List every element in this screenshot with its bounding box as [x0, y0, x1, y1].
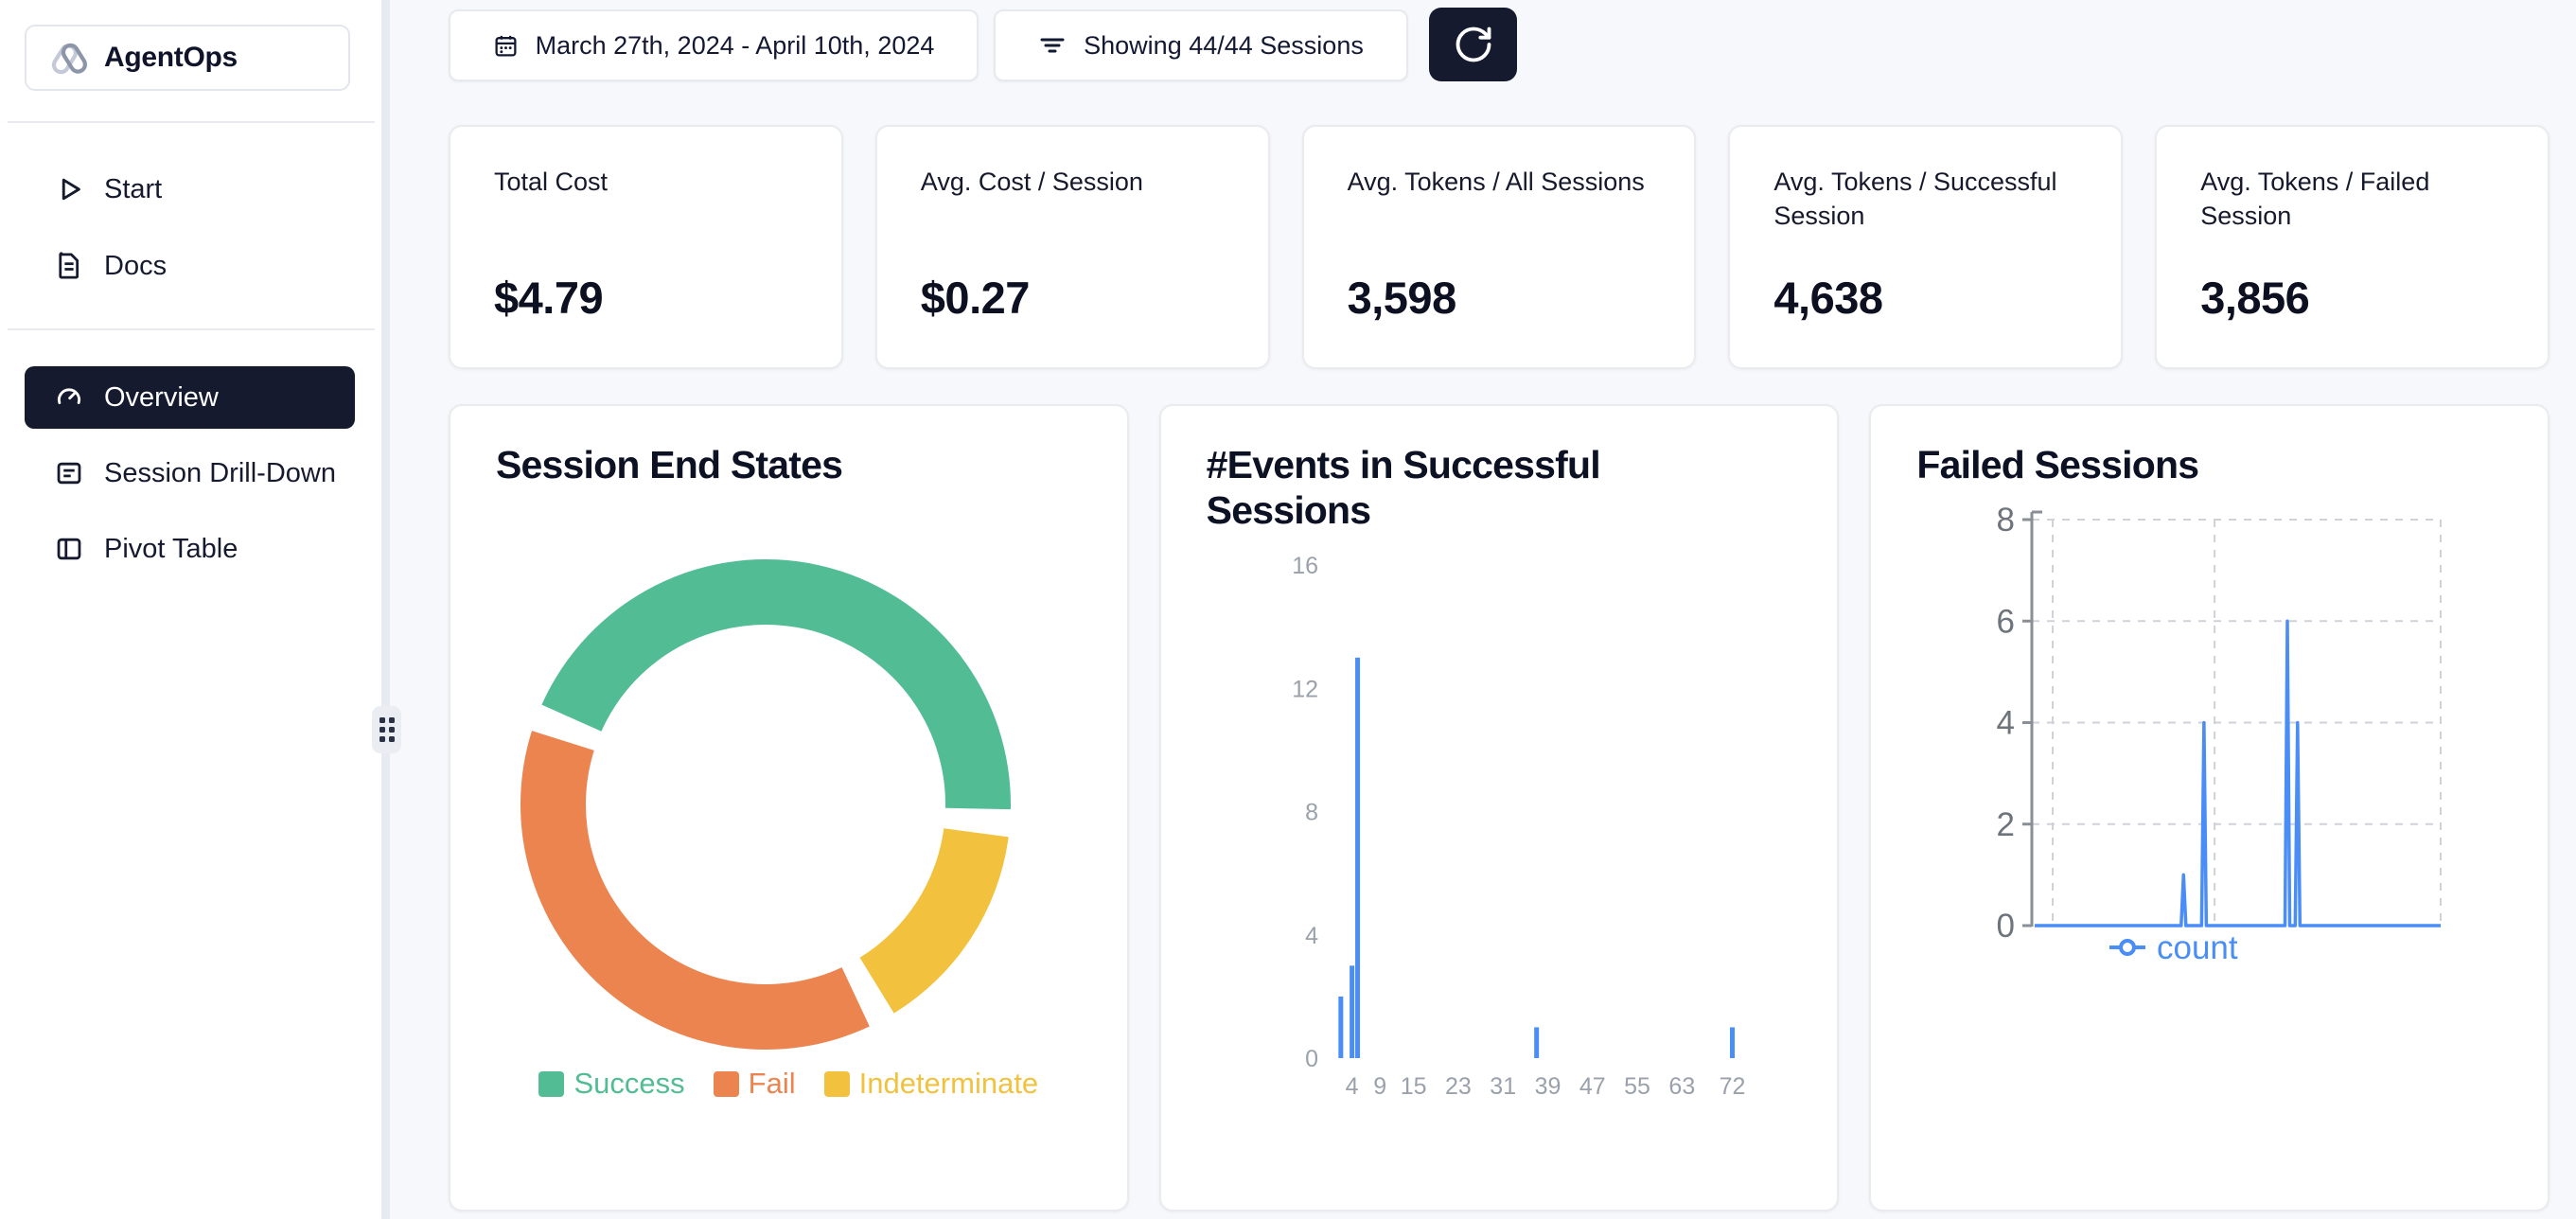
stat-label: Avg. Cost / Session [920, 168, 1143, 196]
sidebar-divider [8, 328, 375, 330]
sidebar-item-label: Docs [104, 250, 168, 281]
svg-text:8: 8 [1305, 800, 1318, 826]
pivot-icon [57, 538, 81, 560]
legend-label: Indeterminate [858, 1067, 1039, 1100]
svg-text:31: 31 [1490, 1073, 1516, 1100]
calendar-icon [495, 35, 517, 57]
agentops-logo-icon [51, 43, 87, 75]
svg-text:15: 15 [1400, 1073, 1426, 1100]
document-icon [59, 252, 79, 279]
sidebar-item-label: Pivot Table [104, 533, 238, 564]
svg-text:47: 47 [1579, 1073, 1606, 1100]
chart-title: Failed Sessions [1916, 443, 2199, 486]
chart-title: #Events in Successful Sessions [1206, 443, 1601, 532]
svg-text:63: 63 [1668, 1073, 1695, 1100]
stat-card-avg-tokens-all: Avg. Tokens / All Sessions 3,598 [1301, 125, 1697, 369]
svg-text:0: 0 [1305, 1046, 1318, 1072]
legend-swatch-success [538, 1070, 565, 1097]
legend-label: Fail [748, 1067, 796, 1100]
date-range-button[interactable]: March 27th, 2024 - April 10th, 2024 [449, 9, 979, 81]
svg-text:12: 12 [1292, 676, 1318, 702]
failed-sessions-card: Failed Sessions 0 2 4 6 8 count [1869, 404, 2550, 1211]
sidebar-item-session-drill-down[interactable]: Session Drill-Down [25, 442, 355, 504]
stat-value: $0.27 [920, 273, 1031, 323]
svg-text:16: 16 [1292, 553, 1318, 579]
sidebar-divider [8, 121, 375, 123]
stat-label: Avg. Tokens / Failed Session [2200, 168, 2430, 230]
stat-value: 3,598 [1347, 273, 1457, 323]
sidebar-item-label: Overview [104, 381, 219, 413]
legend-swatch-fail [713, 1070, 739, 1097]
stat-value: 4,638 [1773, 273, 1883, 323]
sessions-filter-button[interactable]: Showing 44/44 Sessions [994, 9, 1408, 81]
legend-item-indeterminate[interactable]: Indeterminate [823, 1067, 1039, 1101]
app-title: AgentOps [104, 42, 238, 73]
stats-row: Total Cost $4.79 Avg. Cost / Session $0.… [449, 125, 2550, 369]
sessions-filter-label: Showing 44/44 Sessions [1084, 30, 1364, 60]
svg-text:2: 2 [1997, 806, 2015, 843]
legend-label: Success [573, 1067, 685, 1100]
stat-card-avg-tokens-failed: Avg. Tokens / Failed Session 3,856 [2155, 125, 2550, 369]
svg-text:8: 8 [1997, 502, 2015, 539]
sidebar-item-pivot-table[interactable]: Pivot Table [25, 518, 355, 580]
sidebar-item-label: Start [104, 173, 163, 204]
sidebar: AgentOps Start Docs Overview Session Dri… [0, 0, 381, 1219]
grip-dots-icon [379, 717, 395, 742]
app-logo[interactable]: AgentOps [25, 25, 350, 91]
legend-item-fail[interactable]: Fail [713, 1067, 796, 1101]
refresh-button[interactable] [1429, 8, 1517, 81]
donut-legend: Success Fail Indeterminate [450, 1067, 1127, 1101]
svg-text:4: 4 [1997, 705, 2015, 742]
sidebar-resize-gutter [381, 0, 390, 1219]
svg-text:23: 23 [1445, 1073, 1472, 1100]
svg-text:72: 72 [1719, 1073, 1745, 1100]
list-box-icon [57, 462, 81, 485]
svg-text:4: 4 [1305, 923, 1318, 949]
sidebar-item-overview[interactable]: Overview [25, 366, 355, 429]
sidebar-item-docs[interactable]: Docs [25, 235, 355, 297]
stat-label: Avg. Tokens / Successful Session [1773, 168, 2057, 230]
date-range-label: March 27th, 2024 - April 10th, 2024 [535, 30, 935, 60]
charts-row: Session End States Success Fail Indeterm… [449, 404, 2550, 1211]
refresh-icon [1456, 26, 1491, 62]
stat-card-avg-tokens-successful: Avg. Tokens / Successful Session 4,638 [1728, 125, 2124, 369]
events-in-successful-sessions-card: #Events in Successful Sessions 0 4 8 12 16 4 9… [1158, 404, 1840, 1211]
stat-card-total-cost: Total Cost $4.79 [449, 125, 843, 369]
play-icon [62, 178, 80, 201]
gauge-icon [57, 388, 81, 404]
sidebar-item-start[interactable]: Start [25, 158, 355, 221]
svg-text:4: 4 [1345, 1073, 1358, 1100]
svg-text:0: 0 [1997, 908, 2015, 945]
stat-label: Avg. Tokens / All Sessions [1347, 168, 1645, 196]
svg-text:9: 9 [1373, 1073, 1386, 1100]
stat-value: $4.79 [494, 273, 604, 323]
svg-text:39: 39 [1534, 1073, 1561, 1100]
sidebar-resize-handle[interactable] [372, 706, 401, 753]
legend-swatch-indeterminate [823, 1070, 850, 1097]
chart-title: Session End States [496, 443, 843, 486]
session-end-states-card: Session End States Success Fail Indeterm… [449, 404, 1129, 1211]
svg-text:55: 55 [1624, 1073, 1650, 1100]
legend-item-success[interactable]: Success [538, 1067, 685, 1101]
filter-icon [1040, 38, 1065, 53]
failed-sessions-line-chart: 0 2 4 6 8 count [1997, 502, 2443, 966]
stat-value: 3,856 [2200, 273, 2310, 323]
session-end-states-donut-chart [520, 559, 1011, 1050]
stat-label: Total Cost [494, 168, 609, 196]
stat-card-avg-cost-session: Avg. Cost / Session $0.27 [874, 125, 1270, 369]
sidebar-item-label: Session Drill-Down [104, 457, 336, 488]
svg-text:6: 6 [1997, 603, 2015, 640]
count-legend[interactable]: count [2157, 929, 2238, 966]
